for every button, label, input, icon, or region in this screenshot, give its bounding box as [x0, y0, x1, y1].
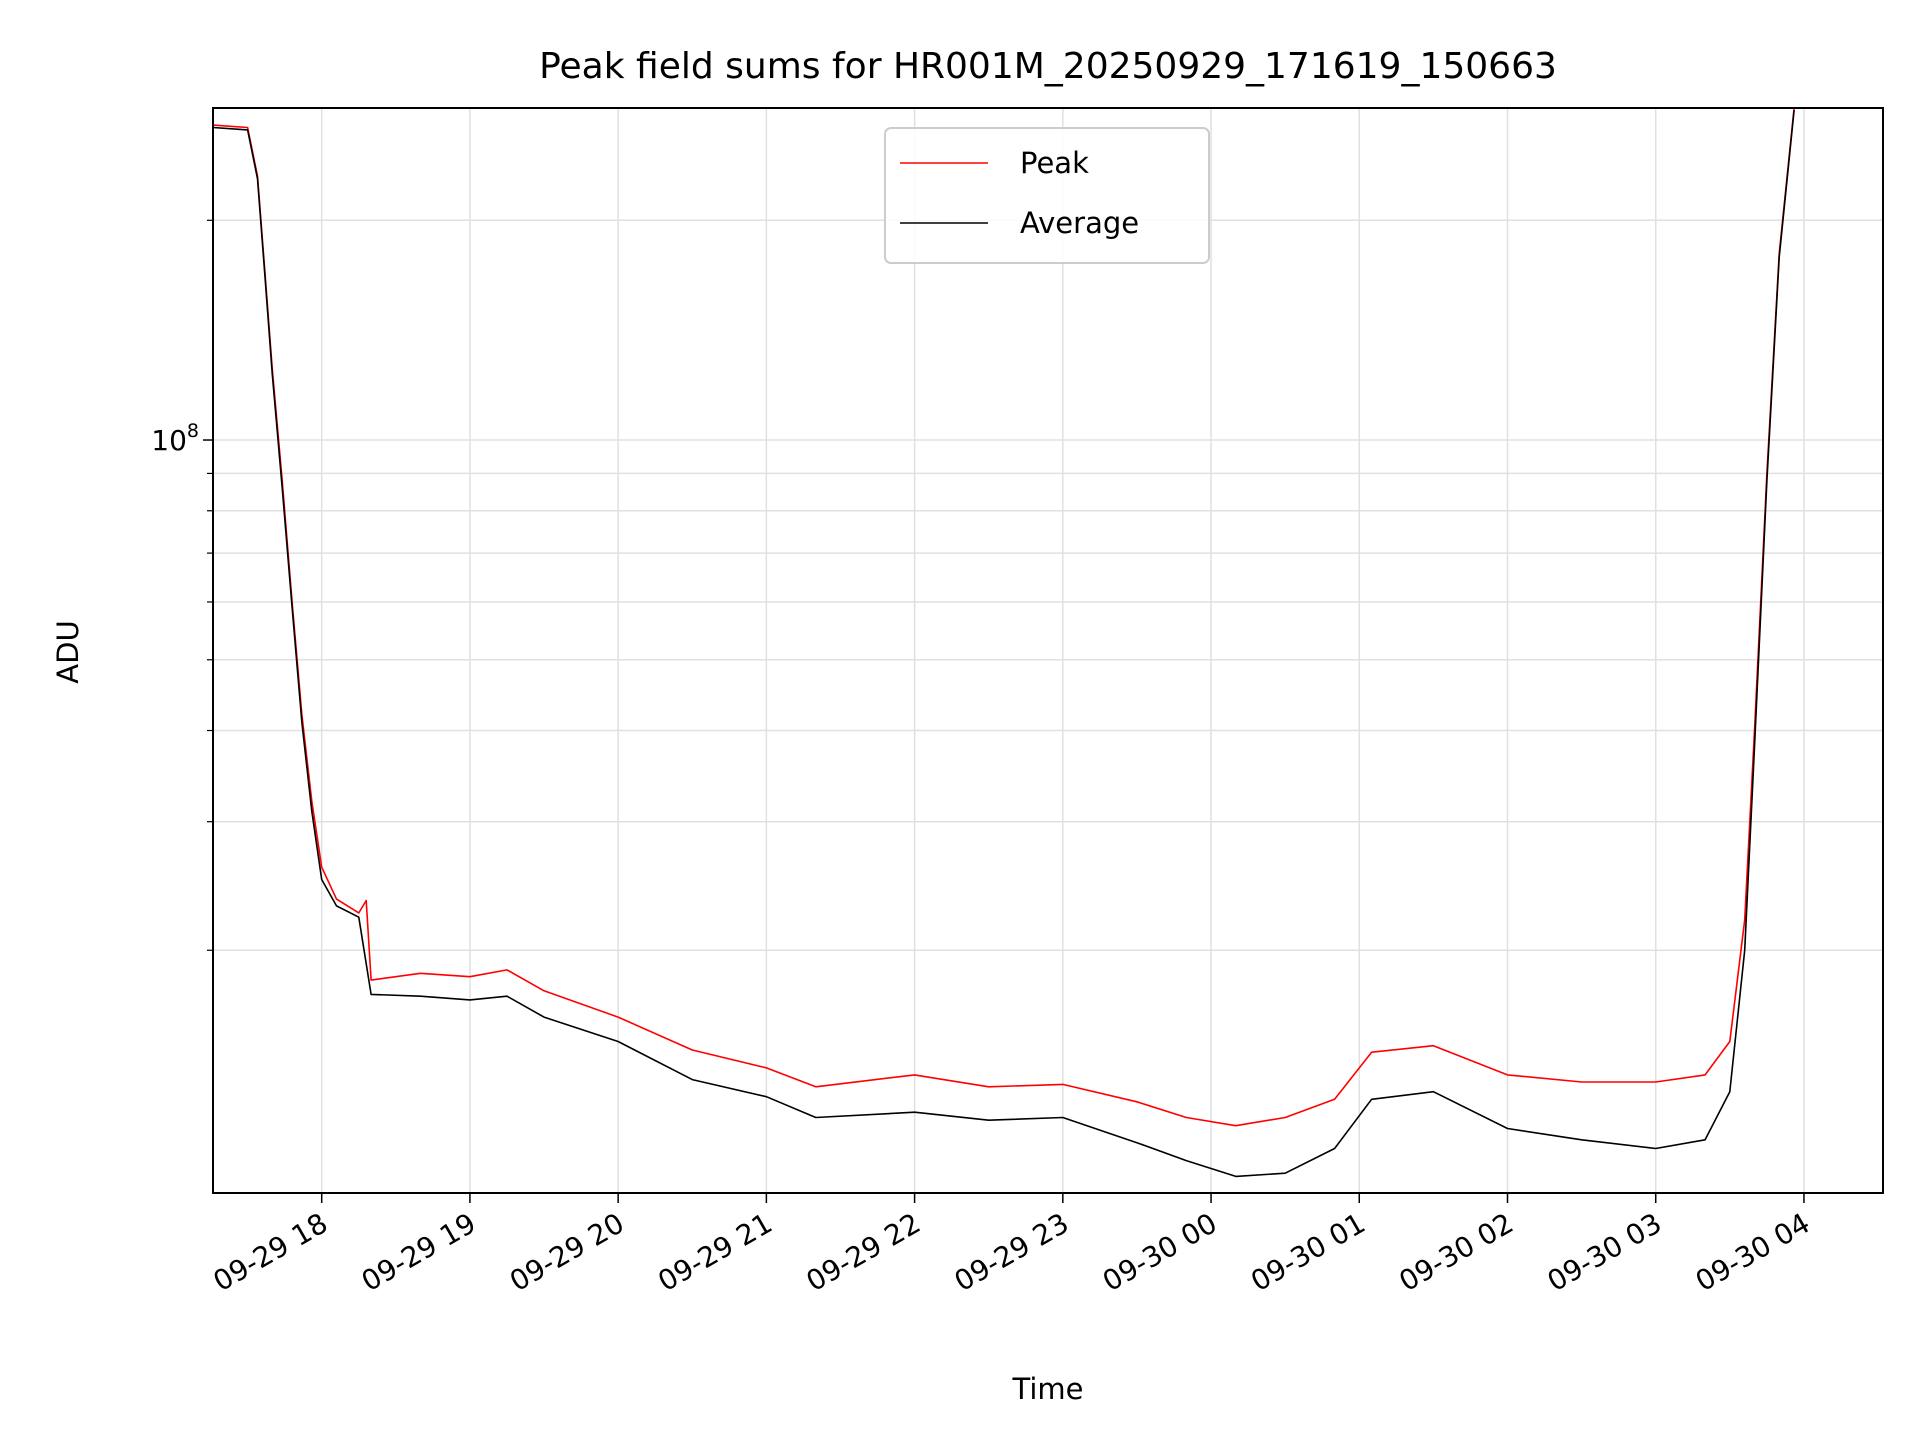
legend-average-label: Average [1020, 206, 1139, 240]
plot-frame [212, 107, 1884, 1194]
legend-peak-label: Peak [1020, 146, 1089, 180]
x-axis-label: Time [1012, 1372, 1084, 1406]
legend: Peak Average [884, 127, 1210, 264]
grid-layer [213, 108, 1883, 1193]
series-line-average [212, 110, 1795, 1178]
legend-box [884, 127, 1210, 264]
chart-title: Peak field sums for HR001M_20250929_1716… [539, 46, 1557, 87]
y-axis-label: ADU [51, 620, 85, 683]
series-layer [212, 107, 1795, 1178]
